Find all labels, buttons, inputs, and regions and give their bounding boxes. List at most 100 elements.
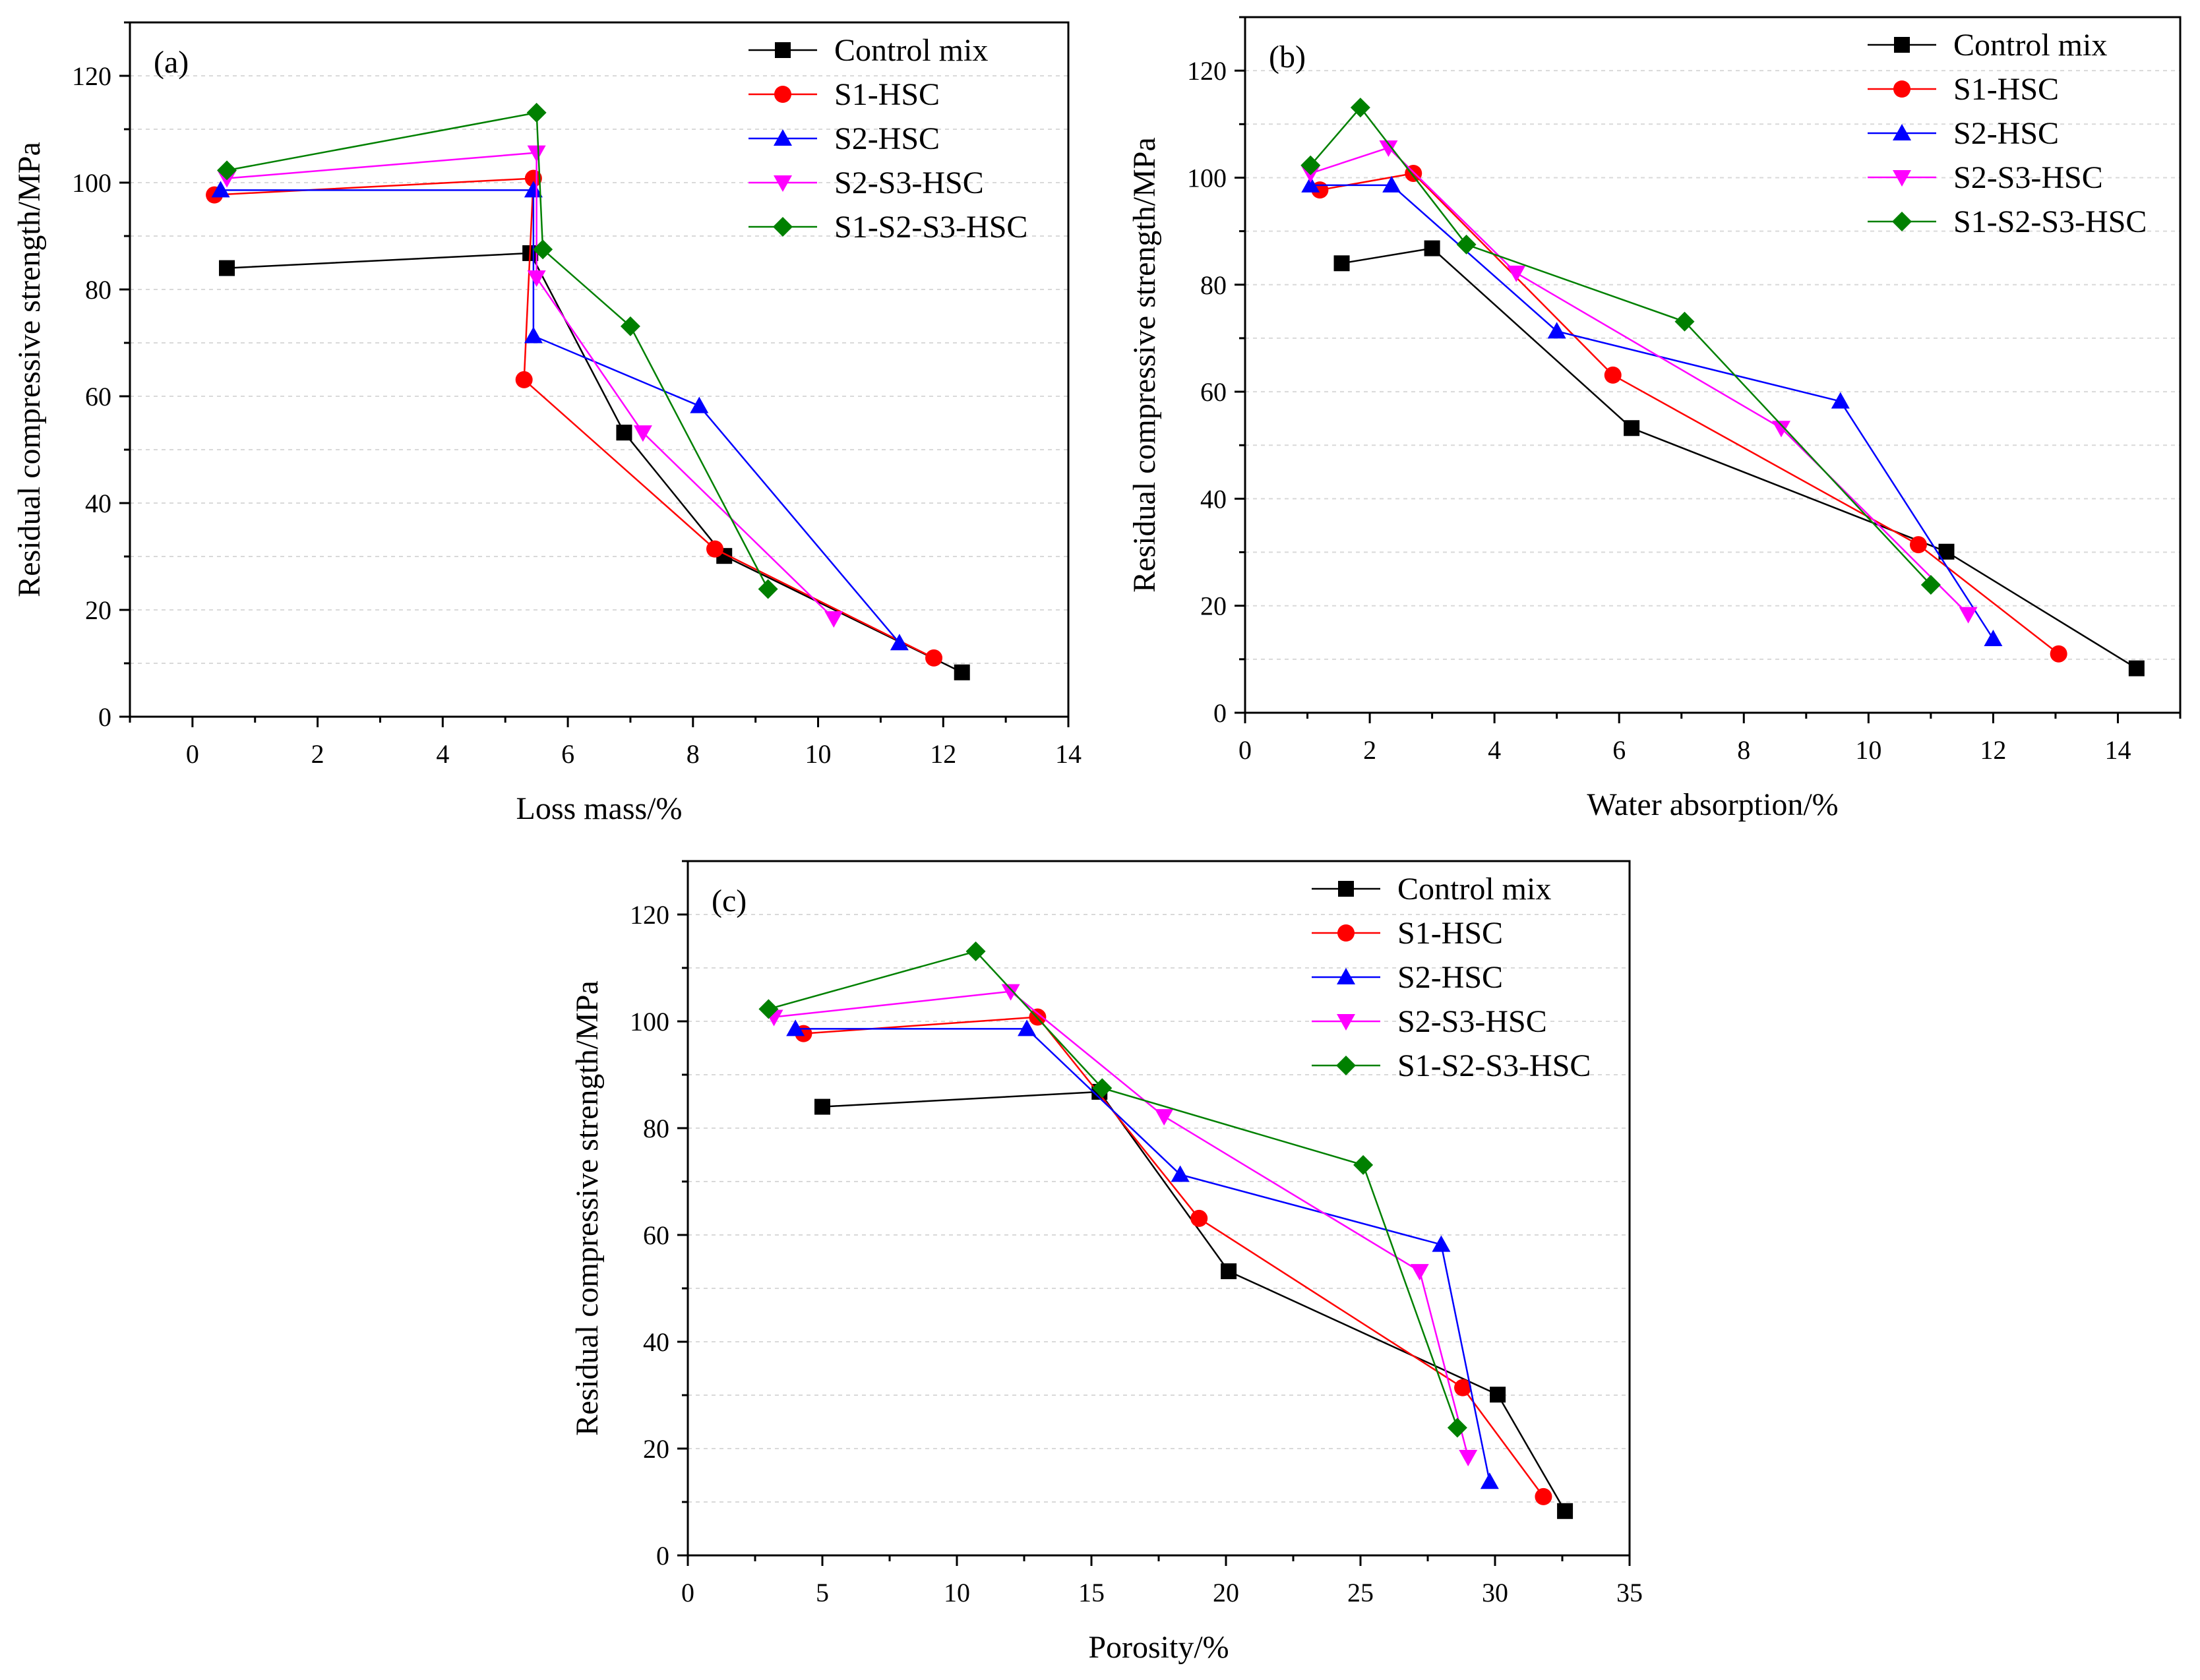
legend-label: S2-HSC — [1953, 116, 2059, 151]
x-tick-label: 12 — [930, 739, 956, 769]
y-tick-label: 100 — [630, 1007, 669, 1036]
data-point — [1459, 1449, 1478, 1466]
data-point — [1557, 1503, 1574, 1519]
data-point — [1547, 322, 1566, 339]
data-point — [616, 425, 632, 441]
data-point — [1959, 607, 1978, 624]
legend-marker — [1337, 924, 1355, 942]
legend-marker — [773, 217, 793, 237]
y-tick-label: 120 — [630, 900, 669, 930]
x-tick-label: 12 — [1980, 735, 2006, 765]
y-tick-label: 0 — [98, 702, 111, 732]
series-s1-s2-s3-hsc — [758, 941, 1467, 1438]
legend-marker — [774, 86, 791, 103]
legend-label: Control mix — [1397, 872, 1551, 907]
x-tick-label: 0 — [681, 1578, 694, 1607]
data-point — [1771, 421, 1790, 438]
legend-marker — [774, 129, 792, 146]
data-point — [1432, 1235, 1451, 1252]
data-point — [2050, 645, 2067, 663]
chart-panel-c: 0 20 40 60 80 100 120 0 5 10 15 20 25 30 35 Porosity/% R… — [570, 860, 1643, 1665]
y-tick-label: 40 — [85, 489, 111, 518]
panel-label: (c) — [712, 884, 747, 918]
data-point — [1382, 175, 1401, 193]
y-tick-label: 100 — [72, 168, 111, 198]
data-point — [1171, 1165, 1190, 1182]
data-point — [527, 145, 546, 162]
data-point — [1001, 984, 1020, 1001]
data-point — [1604, 366, 1622, 384]
x-tick-label: 15 — [1078, 1578, 1105, 1607]
data-point — [1300, 155, 1321, 175]
data-point — [814, 1098, 830, 1115]
data-point — [1353, 1155, 1374, 1175]
data-point — [524, 326, 543, 344]
data-point — [211, 181, 230, 198]
y-tick-label: 80 — [643, 1114, 669, 1143]
legend-marker — [1894, 37, 1910, 53]
series-s1-hsc — [1311, 164, 2067, 663]
series-s1-s2-s3-hsc — [217, 102, 778, 599]
data-point — [1984, 630, 2003, 647]
series-s2-s3-hsc — [1301, 140, 1978, 624]
data-point — [524, 181, 543, 198]
y-tick-label: 40 — [643, 1327, 669, 1357]
data-point — [1018, 1019, 1037, 1036]
legend-label: S1-S2-S3-HSC — [1953, 204, 2147, 239]
y-axis-title: Residual compressive strength/MPa — [570, 980, 605, 1436]
y-tick-label: 20 — [643, 1434, 669, 1464]
y-tick-label: 20 — [85, 595, 111, 625]
y-tick-label: 120 — [72, 61, 111, 91]
legend-marker — [1337, 968, 1355, 984]
x-tick-label: 10 — [805, 739, 832, 769]
x-tick-label: 8 — [687, 739, 700, 769]
data-point — [533, 239, 553, 260]
data-point — [890, 634, 909, 651]
x-tick-label: 10 — [1855, 735, 1881, 765]
series-control-mix — [1333, 240, 2145, 676]
data-point — [1405, 164, 1422, 182]
data-point — [1190, 1209, 1208, 1227]
panel-label: (a) — [154, 45, 189, 80]
x-axis-title: Loss mass/% — [516, 791, 683, 826]
data-point — [1909, 536, 1927, 554]
data-point — [1155, 1109, 1174, 1126]
data-point — [1424, 240, 1440, 256]
data-point — [1624, 420, 1640, 436]
x-tick-label: 20 — [1213, 1578, 1239, 1607]
chart-panel-a: 0 20 40 60 80 100 120 0 2 4 6 8 10 12 14 Loss mass/% Res… — [12, 21, 1082, 826]
y-tick-label: 80 — [85, 275, 111, 305]
series-s1-s2-s3-hsc — [1300, 98, 1941, 595]
x-tick-label: 6 — [1612, 735, 1626, 765]
y-tick-label: 0 — [656, 1541, 669, 1571]
legend-label: S2-S3-HSC — [1953, 160, 2103, 195]
legend-label: S1-S2-S3-HSC — [1397, 1048, 1591, 1083]
plot-frame — [129, 21, 1070, 718]
legend-label: S2-HSC — [1397, 960, 1503, 995]
data-point — [633, 425, 652, 442]
data-point — [954, 664, 970, 680]
y-tick-label: 60 — [1200, 377, 1227, 407]
x-tick-label: 2 — [1363, 735, 1376, 765]
y-tick-label: 20 — [1200, 591, 1227, 621]
series-s2-hsc — [211, 181, 909, 651]
data-point — [1507, 265, 1526, 282]
series-s2-s3-hsc — [764, 984, 1478, 1466]
x-tick-label: 4 — [1488, 735, 1501, 765]
data-point — [217, 160, 237, 181]
legend-marker — [1893, 170, 1911, 187]
data-point — [1410, 1264, 1429, 1281]
legend-label: Control mix — [1953, 28, 2107, 63]
data-point — [1674, 311, 1695, 332]
y-tick-label: 60 — [85, 382, 111, 411]
legend-label: S1-HSC — [1397, 916, 1503, 951]
data-point — [706, 540, 724, 558]
data-point — [1092, 1078, 1113, 1098]
data-point — [526, 102, 547, 123]
x-tick-label: 2 — [311, 739, 324, 769]
data-point — [515, 371, 533, 388]
legend-marker — [1337, 1014, 1355, 1031]
